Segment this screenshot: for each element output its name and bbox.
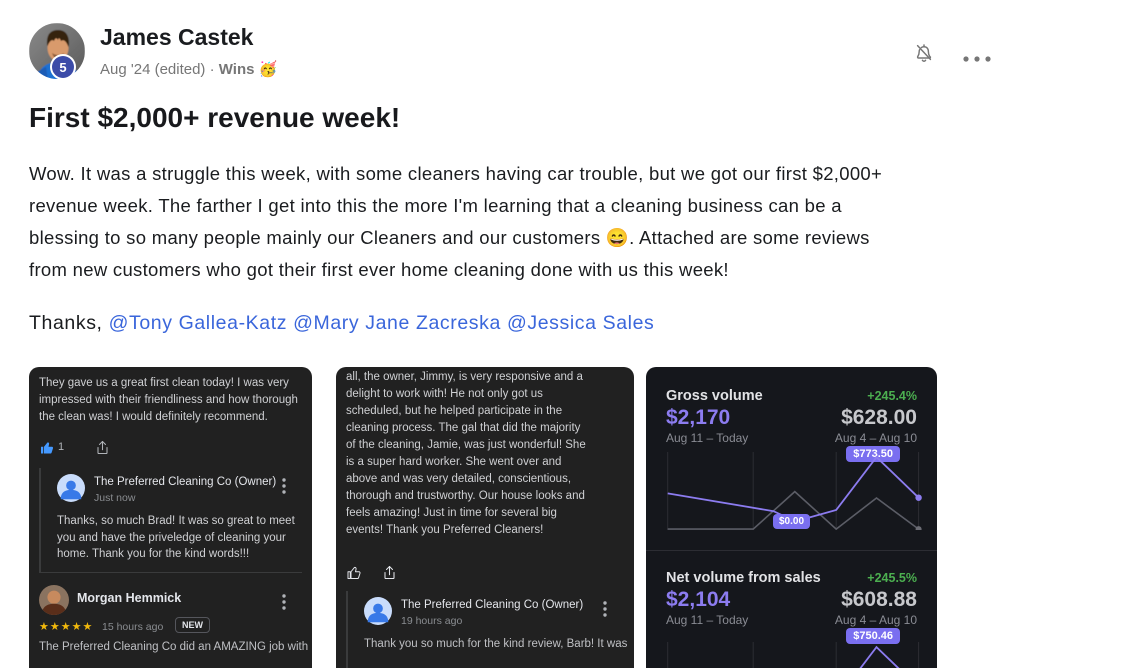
svg-text:5: 5 xyxy=(59,60,66,75)
